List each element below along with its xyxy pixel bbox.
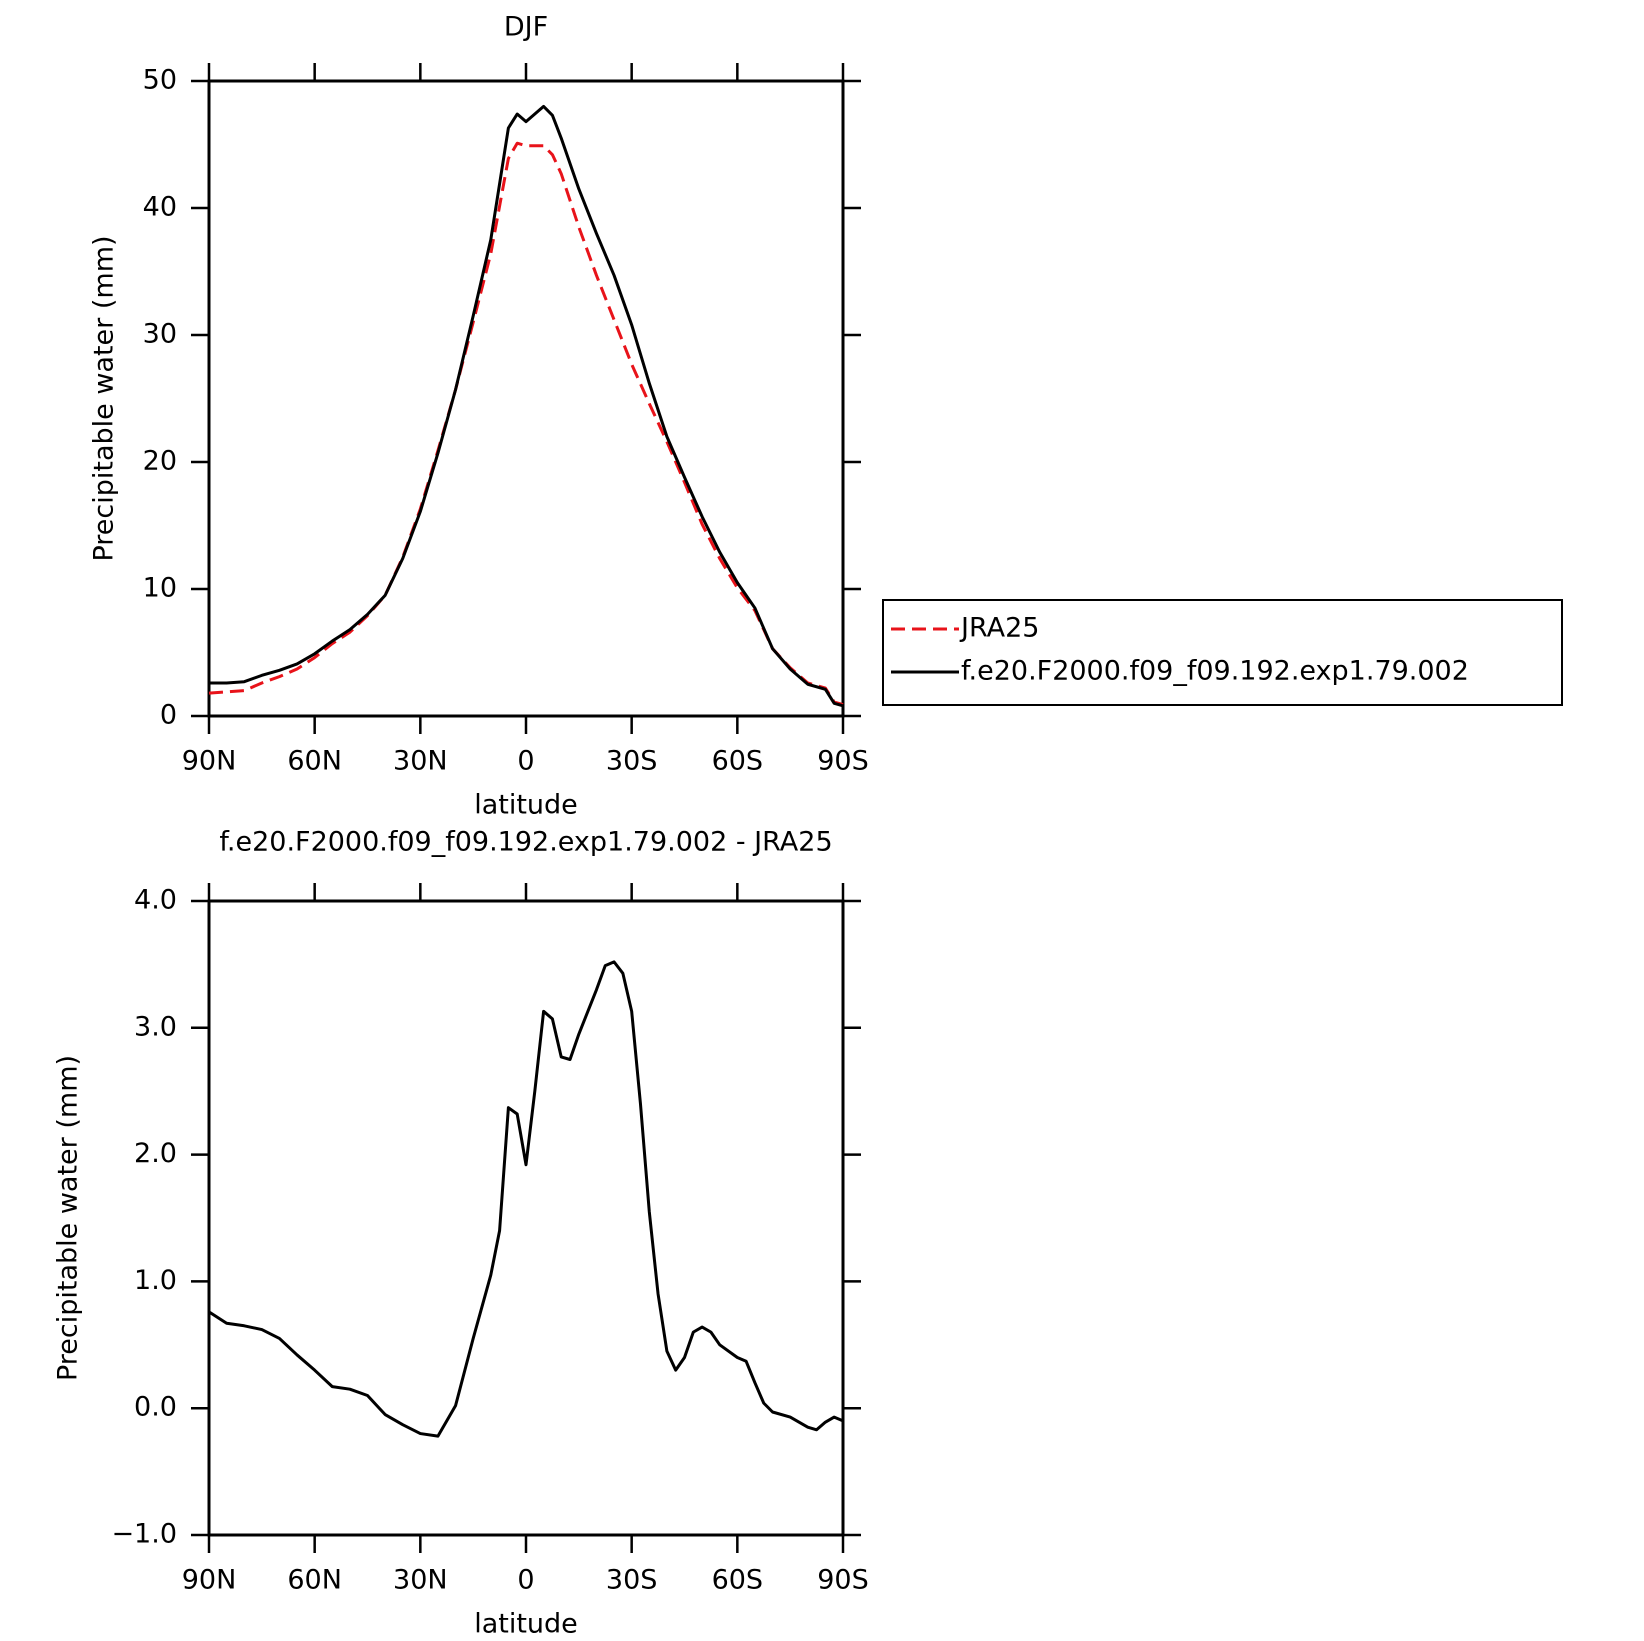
y-tick-label: 50	[143, 65, 177, 96]
y-axis-label: Precipitable water (mm)	[53, 1055, 84, 1381]
x-tick-label: 0	[517, 1565, 534, 1596]
chart-title: f.e20.F2000.f09_f09.192.exp1.79.002 - JR…	[219, 827, 832, 858]
chart-title: DJF	[504, 12, 548, 43]
y-tick-label: 30	[143, 319, 177, 350]
x-tick-label: 60N	[287, 1565, 342, 1596]
x-tick-label: 60N	[287, 746, 342, 777]
x-axis-label: latitude	[474, 790, 578, 821]
y-tick-label: 20	[143, 446, 177, 477]
data-line	[209, 104, 844, 708]
x-tick-label: 0	[517, 746, 534, 777]
y-tick-label: 0.0	[134, 1392, 177, 1423]
y-tick-label: 2.0	[134, 1138, 177, 1169]
x-tick-label: 30S	[606, 746, 658, 777]
x-tick-label: 90N	[182, 1565, 237, 1596]
y-tick-label: 3.0	[134, 1011, 177, 1042]
plot-frame	[207, 899, 845, 1537]
x-tick-label: 30S	[606, 1565, 658, 1596]
y-tick-label: 1.0	[134, 1265, 177, 1296]
y-tick-label: 4.0	[134, 885, 177, 916]
data-line	[208, 960, 844, 1438]
legend-box	[882, 599, 1563, 706]
x-tick-label: 90N	[182, 746, 237, 777]
x-tick-label: 30N	[393, 1565, 448, 1596]
plot-frame	[207, 79, 845, 718]
data-line	[208, 141, 844, 707]
legend-label: f.e20.F2000.f09_f09.192.exp1.79.002	[961, 656, 1469, 687]
x-axis-label: latitude	[474, 1609, 578, 1640]
y-tick-label: 0	[160, 700, 177, 731]
y-tick-label: −1.0	[111, 1519, 177, 1550]
x-tick-label: 60S	[712, 1565, 764, 1596]
legend-label: JRA25	[959, 613, 1039, 644]
y-tick-label: 40	[143, 192, 177, 223]
y-axis-label: Precipitable water (mm)	[89, 235, 120, 561]
x-tick-label: 60S	[712, 746, 764, 777]
x-tick-label: 90S	[817, 746, 869, 777]
x-tick-label: 90S	[817, 1565, 869, 1596]
x-tick-label: 30N	[393, 746, 448, 777]
y-tick-label: 10	[143, 573, 177, 604]
